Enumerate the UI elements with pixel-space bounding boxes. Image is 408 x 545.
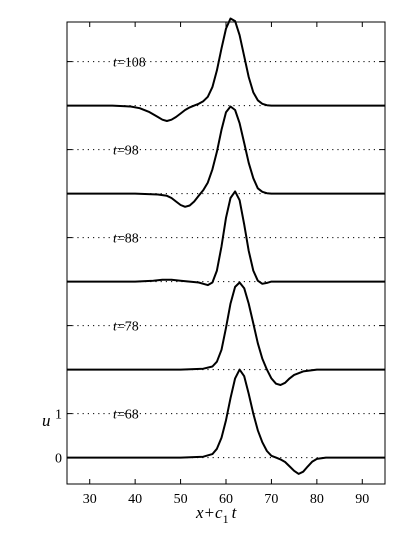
y-axis-label: u (42, 411, 51, 430)
x-tick-label: 30 (83, 492, 97, 507)
x-tick-label: 80 (310, 492, 324, 507)
x-tick-label: 90 (355, 492, 369, 507)
panel-label-value: =108 (117, 56, 146, 71)
x-tick-label: 50 (174, 492, 188, 507)
panel-label: t=88 (113, 232, 139, 247)
panel-label-value: =98 (117, 144, 139, 159)
y-tick-label: 1 (55, 408, 62, 423)
panel-label-value: =88 (117, 232, 139, 247)
series-line (67, 190, 385, 287)
x-axis-label: x+c1 t (195, 503, 238, 526)
x-tick-label: 70 (264, 492, 278, 507)
series-line (67, 368, 385, 475)
x-axis-ticks: 30 40 50 60 70 80 90 (83, 22, 369, 507)
panel-label: t=68 (113, 408, 139, 423)
panel-label: t=98 (113, 144, 139, 159)
x-axis-label-subscript: 1 (223, 512, 229, 526)
plot-area: t=68t=78t=88t=98t=108 (67, 17, 385, 475)
panel-label-value: =68 (117, 408, 139, 423)
x-tick-label: 60 (219, 492, 233, 507)
panel-label-var: t (113, 408, 118, 423)
x-axis-label-end: t (232, 503, 238, 522)
panel-label-var: t (113, 56, 118, 71)
x-axis-label-base: x+c (195, 503, 223, 522)
panel-label-var: t (113, 320, 118, 335)
y-tick-label: 0 (55, 452, 62, 467)
panel-label-var: t (113, 232, 118, 247)
series-line (67, 17, 385, 122)
panel-label: t=108 (113, 56, 146, 71)
series-line (67, 281, 385, 386)
panel-label: t=78 (113, 320, 139, 335)
y-axis-ticks: 01 (55, 61, 385, 467)
x-tick-label: 40 (128, 492, 142, 507)
panel-label-value: =78 (117, 320, 139, 335)
panel-label-var: t (113, 144, 118, 159)
series-line (67, 105, 385, 208)
